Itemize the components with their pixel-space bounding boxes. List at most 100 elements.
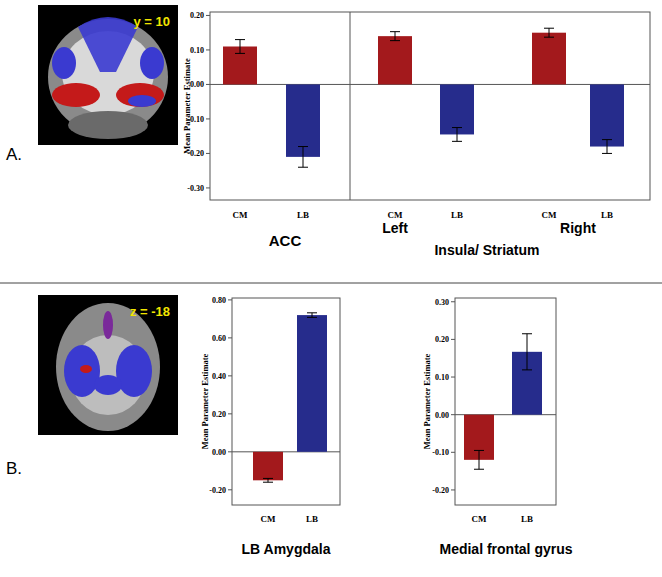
slice-label: y = 10	[133, 14, 170, 29]
error-bar	[298, 147, 308, 168]
error-cap	[298, 167, 308, 168]
brain-image	[38, 5, 178, 145]
error-cap	[307, 317, 317, 318]
y-tick	[228, 451, 232, 452]
y-tick	[451, 452, 455, 453]
slice-label: z = -18	[130, 304, 170, 319]
y-tick	[206, 153, 210, 154]
y-tick-label: 0.80	[212, 296, 226, 305]
marks	[210, 28, 650, 167]
error-cap	[263, 478, 273, 479]
y-tick-label: 0.30	[435, 298, 449, 307]
red-activation	[80, 365, 92, 373]
error-cap	[263, 482, 273, 483]
plot-frame	[455, 298, 556, 505]
category-label: CM	[388, 210, 403, 220]
error-cap	[235, 39, 245, 40]
x-axis-title: LB Amygdala	[242, 541, 331, 557]
y-tick	[206, 49, 210, 50]
error-bar	[522, 334, 532, 370]
error-cap	[390, 40, 400, 41]
marks	[232, 313, 340, 482]
blue-activation	[52, 47, 76, 79]
panel-label: A.	[6, 145, 22, 164]
error-cap	[602, 139, 612, 140]
group-label: Insula/ Striatum	[434, 242, 539, 258]
error-line	[303, 147, 304, 168]
y-tick-label: 0.20	[435, 335, 449, 344]
error-line	[607, 140, 608, 154]
y-tick-label: 0.00	[190, 80, 204, 89]
y-tick	[228, 413, 232, 414]
group-label: ACC	[269, 232, 302, 249]
error-bar	[263, 478, 273, 482]
y-tick	[228, 337, 232, 338]
bar	[590, 84, 624, 146]
chart: -0.20-0.100.000.100.200.30Mean Parameter…	[422, 298, 573, 557]
error-cap	[452, 141, 462, 142]
error-bar	[544, 28, 554, 37]
marks	[455, 334, 556, 469]
red-activation	[52, 83, 100, 107]
y-tick-label: -0.10	[432, 448, 449, 457]
bar	[297, 315, 327, 452]
bar	[532, 33, 566, 85]
zero-line	[210, 84, 650, 85]
y-tick	[206, 84, 210, 85]
y-axis-title: Mean Parameter Estimate	[182, 58, 192, 154]
bar	[286, 84, 320, 156]
error-cap	[544, 37, 554, 38]
y-tick	[451, 489, 455, 490]
y-tick	[206, 187, 210, 188]
category-label: CM	[261, 514, 276, 524]
error-line	[240, 40, 241, 54]
panel-separator	[0, 283, 662, 284]
category-label: LB	[297, 210, 309, 220]
group-label: Left	[382, 220, 408, 236]
error-bar	[602, 140, 612, 154]
temporal-lobe	[68, 111, 148, 139]
error-line	[268, 478, 269, 482]
group-label: Right	[560, 220, 596, 236]
error-bar	[452, 128, 462, 142]
error-line	[479, 450, 480, 469]
x-axis-title: Medial frontal gyrus	[439, 541, 572, 557]
y-tick-label: -0.20	[432, 486, 449, 495]
blue-activation	[78, 17, 138, 72]
bar	[440, 84, 474, 134]
y-tick-label: -0.20	[209, 486, 226, 495]
image-background	[38, 5, 178, 145]
error-cap	[474, 450, 484, 451]
error-line	[549, 28, 550, 37]
bar	[253, 452, 283, 480]
error-line	[395, 32, 396, 41]
image-background	[38, 295, 178, 435]
blue-activation	[140, 47, 164, 79]
purple-activation	[103, 311, 113, 339]
error-bar	[390, 32, 400, 41]
y-tick	[206, 15, 210, 16]
panel-label: B.	[6, 459, 22, 478]
category-label: CM	[542, 210, 557, 220]
y-axis-title: Mean Parameter Estimate	[200, 353, 210, 449]
y-tick	[451, 414, 455, 415]
error-bar	[474, 450, 484, 469]
blue-activation	[116, 345, 152, 397]
category-label: LB	[306, 514, 318, 524]
error-cap	[307, 312, 317, 313]
y-tick-label: 0.20	[190, 11, 204, 20]
blue-activation	[94, 375, 122, 395]
error-cap	[522, 333, 532, 334]
error-cap	[390, 31, 400, 32]
y-tick-label: 0.10	[190, 46, 204, 55]
y-tick	[228, 489, 232, 490]
bar	[378, 36, 412, 84]
y-tick-label: 0.20	[212, 410, 226, 419]
category-label: LB	[451, 210, 463, 220]
error-cap	[522, 369, 532, 370]
error-cap	[474, 469, 484, 470]
y-tick	[451, 339, 455, 340]
error-cap	[452, 127, 462, 128]
blue-activation	[64, 345, 100, 397]
chart: -0.200.000.200.400.600.80Mean Parameter …	[200, 296, 340, 557]
